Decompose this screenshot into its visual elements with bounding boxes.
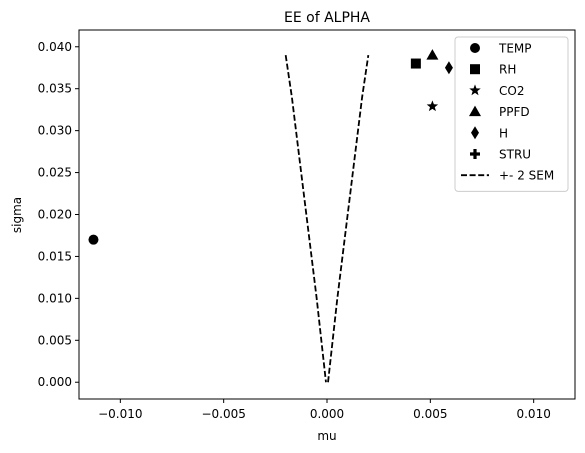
- y-tick-label: 0.015: [38, 249, 72, 263]
- y-tick-label: 0.040: [38, 40, 72, 54]
- legend-label-ppfd: PPFD: [499, 105, 530, 119]
- legend-box: [454, 36, 569, 192]
- y-tick-label: 0.005: [38, 333, 72, 347]
- legend-label-temp: TEMP: [498, 42, 532, 56]
- point-co2: [426, 100, 439, 112]
- sem-line-left: [284, 55, 327, 383]
- x-axis-label: mu: [317, 429, 336, 443]
- y-tick-label: 0.030: [38, 124, 72, 138]
- point-rh: [410, 58, 421, 69]
- legend: TEMP RH CO2 PPFD H STRU +- 2 SEM: [454, 36, 569, 192]
- y-axis-label: sigma: [10, 197, 24, 233]
- y-tick-label: 0.035: [38, 82, 72, 96]
- x-tick-label: −0.005: [201, 407, 245, 421]
- legend-label-stru: STRU: [499, 148, 531, 162]
- sem-line-right: [327, 55, 370, 383]
- legend-marker-temp: [470, 43, 480, 53]
- points-group: [88, 49, 453, 245]
- x-tick-label: 0.000: [310, 407, 344, 421]
- y-axis-ticks: 0.000 0.005 0.010 0.015 0.020 0.025 0.030 0.035…: [38, 40, 79, 389]
- point-h: [444, 61, 453, 75]
- x-tick-label: −0.010: [98, 407, 142, 421]
- chart-title: EE of ALPHA: [284, 10, 370, 26]
- legend-marker-ppfd: [469, 105, 481, 117]
- y-tick-label: 0.025: [38, 166, 72, 180]
- legend-label-co2: CO2: [499, 84, 524, 98]
- legend-marker-h: [471, 126, 479, 140]
- point-ppfd: [426, 49, 439, 60]
- x-tick-label: 0.005: [413, 407, 447, 421]
- legend-label-h: H: [499, 126, 508, 140]
- sem-line-group: [284, 55, 370, 383]
- y-tick-label: 0.020: [38, 208, 72, 222]
- point-temp: [88, 234, 99, 245]
- x-tick-label: 0.010: [516, 407, 550, 421]
- x-axis-ticks: −0.010 −0.005 0.000 0.005 0.010: [98, 399, 551, 421]
- legend-label-rh: RH: [499, 63, 516, 77]
- legend-marker-stru: [470, 149, 480, 159]
- legend-marker-co2: [469, 84, 481, 96]
- legend-label-sem: +- 2 SEM: [499, 169, 554, 183]
- legend-marker-rh: [470, 64, 480, 75]
- y-tick-label: 0.010: [38, 291, 72, 305]
- y-tick-label: 0.000: [38, 375, 72, 389]
